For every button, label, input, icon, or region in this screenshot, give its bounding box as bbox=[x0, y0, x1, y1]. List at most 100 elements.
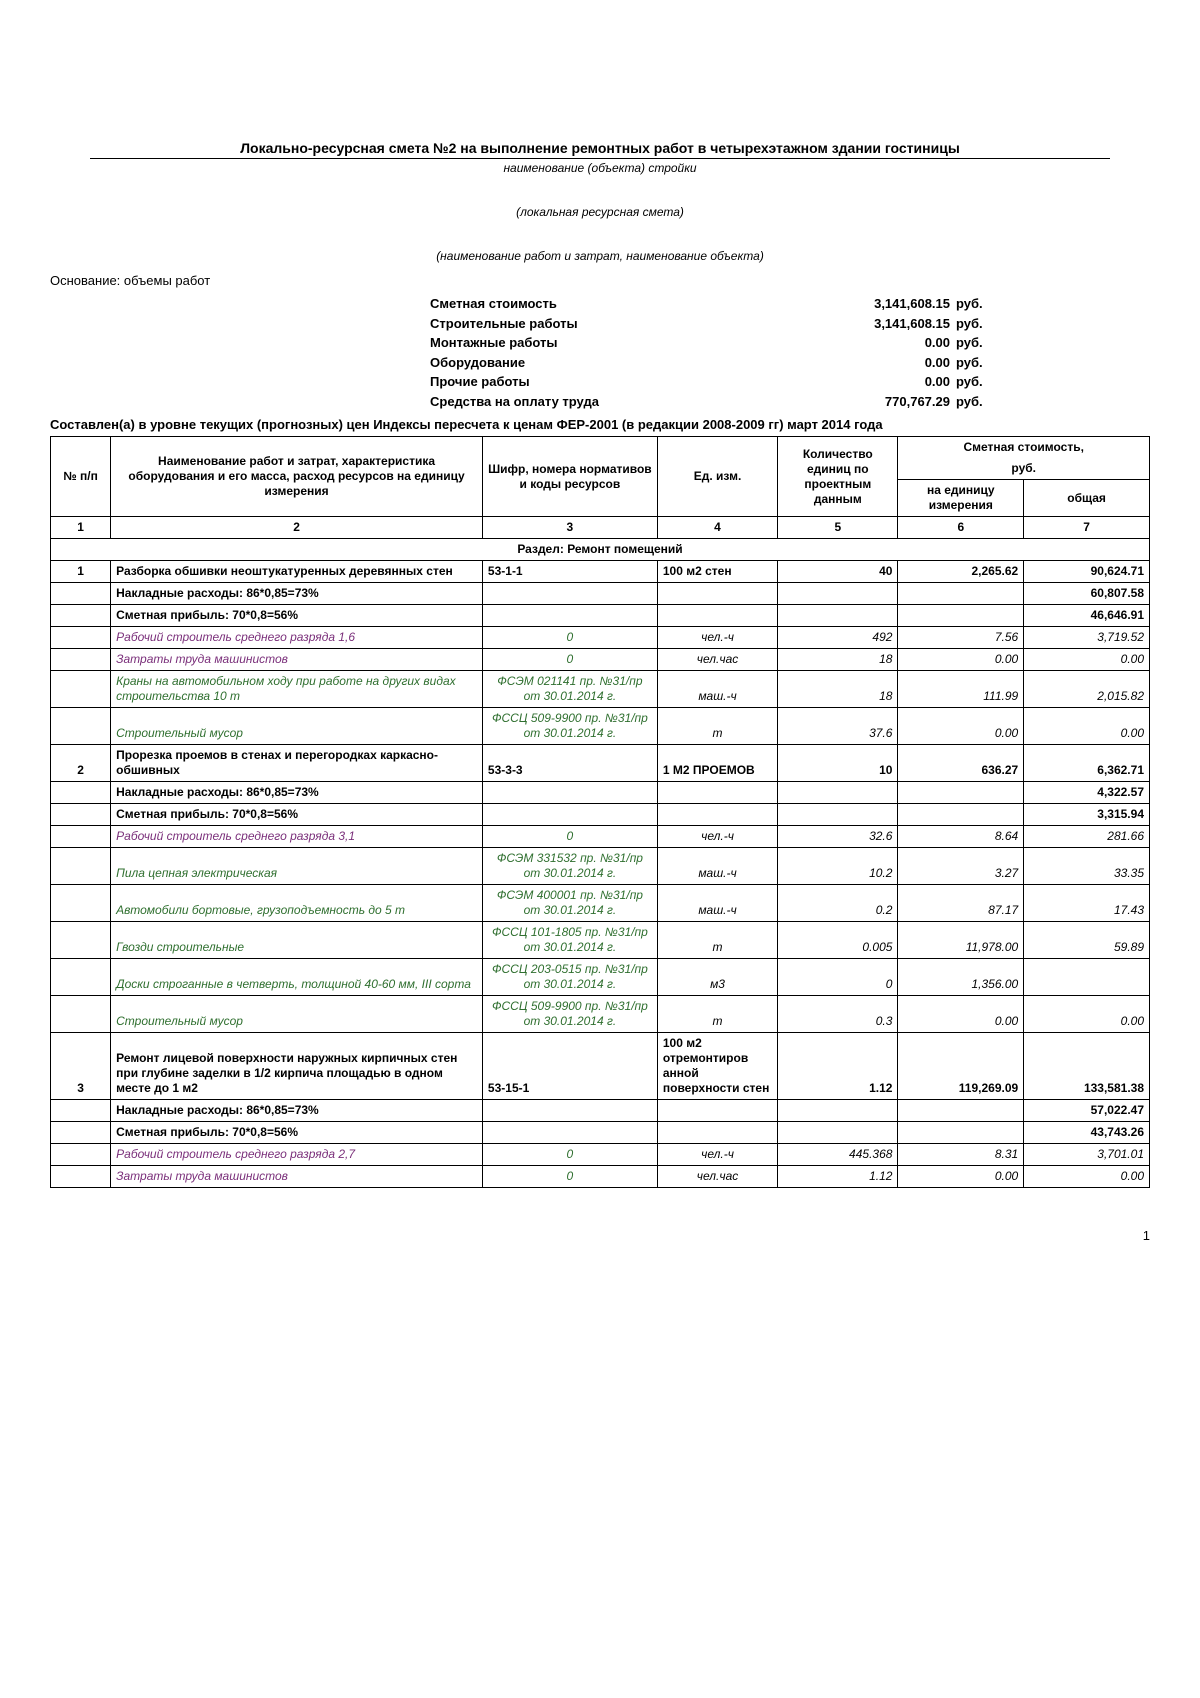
resource-row: Строительный мусорФССЦ 509-9900 пр. №31/… bbox=[51, 996, 1150, 1033]
work-row: 1Разборка обшивки неоштукатуренных дерев… bbox=[51, 561, 1150, 583]
cell-name: Сметная прибыль: 70*0,8=56% bbox=[111, 605, 483, 627]
cell-code: ФССЦ 509-9900 пр. №31/пр от 30.01.2014 г… bbox=[482, 708, 657, 745]
th-code: Шифр, номера нормативов и коды ресурсов bbox=[482, 437, 657, 517]
cell-name: Сметная прибыль: 70*0,8=56% bbox=[111, 1122, 483, 1144]
cell-empty bbox=[898, 1122, 1024, 1144]
cell-total: 0.00 bbox=[1024, 1166, 1150, 1188]
cell-empty bbox=[778, 583, 898, 605]
resource-row: Краны на автомобильном ходу при работе н… bbox=[51, 671, 1150, 708]
page-number: 1 bbox=[50, 1228, 1150, 1243]
cell-price: 119,269.09 bbox=[898, 1033, 1024, 1100]
cell-unit: 1 М2 ПРОЕМОВ bbox=[657, 745, 777, 782]
cell-empty bbox=[657, 605, 777, 627]
cell-qty: 1.12 bbox=[778, 1166, 898, 1188]
cell-price: 111.99 bbox=[898, 671, 1024, 708]
subtitle-object: наименование (объекта) стройки bbox=[50, 161, 1150, 175]
cell-price: 0.00 bbox=[898, 996, 1024, 1033]
summary-value: 3,141,608.15 bbox=[690, 294, 950, 314]
cell-name: Ремонт лицевой поверхности наружных кирп… bbox=[111, 1033, 483, 1100]
cell-name: Накладные расходы: 86*0,85=73% bbox=[111, 782, 483, 804]
cell-qty: 40 bbox=[778, 561, 898, 583]
summary-value: 3,141,608.15 bbox=[690, 314, 950, 334]
colnum-5: 5 bbox=[778, 517, 898, 539]
cell-empty bbox=[778, 1122, 898, 1144]
cell-name: Затраты труда машинистов bbox=[111, 1166, 483, 1188]
cell-empty bbox=[898, 782, 1024, 804]
subtitle-local: (локальная ресурсная смета) bbox=[50, 205, 1150, 219]
basis-label: Основание: объемы работ bbox=[50, 273, 1150, 288]
cell-empty bbox=[898, 583, 1024, 605]
cell-name: Затраты труда машинистов bbox=[111, 649, 483, 671]
summary-label: Прочие работы bbox=[430, 372, 690, 392]
cell-num: 1 bbox=[51, 561, 111, 583]
summary-unit: руб. bbox=[950, 372, 1000, 392]
cell-name: Накладные расходы: 86*0,85=73% bbox=[111, 1100, 483, 1122]
summary-row: Сметная стоимость3,141,608.15руб. bbox=[430, 294, 1150, 314]
cell-price: 3.27 bbox=[898, 848, 1024, 885]
colnum-6: 6 bbox=[898, 517, 1024, 539]
cell-total: 43,743.26 bbox=[1024, 1122, 1150, 1144]
colnum-2: 2 bbox=[111, 517, 483, 539]
th-name: Наименование работ и затрат, характерист… bbox=[111, 437, 483, 517]
cell-empty bbox=[898, 605, 1024, 627]
subtitle-works: (наименование работ и затрат, наименован… bbox=[50, 249, 1150, 263]
cell-code: 53-3-3 bbox=[482, 745, 657, 782]
cell-total: 4,322.57 bbox=[1024, 782, 1150, 804]
cell-total bbox=[1024, 959, 1150, 996]
cell-price: 7.56 bbox=[898, 627, 1024, 649]
cell-empty bbox=[51, 583, 111, 605]
cell-name: Пила цепная электрическая bbox=[111, 848, 483, 885]
cell-name: Рабочий строитель среднего разряда 1,6 bbox=[111, 627, 483, 649]
cell-total: 46,646.91 bbox=[1024, 605, 1150, 627]
cell-empty bbox=[898, 1100, 1024, 1122]
summary-value: 0.00 bbox=[690, 372, 950, 392]
cell-unit: чел.-ч bbox=[657, 627, 777, 649]
cell-name: Рабочий строитель среднего разряда 3,1 bbox=[111, 826, 483, 848]
cell-code: 0 bbox=[482, 649, 657, 671]
cell-total: 17.43 bbox=[1024, 885, 1150, 922]
cell-empty bbox=[51, 826, 111, 848]
cell-qty: 0.3 bbox=[778, 996, 898, 1033]
summary-row: Оборудование0.00руб. bbox=[430, 353, 1150, 373]
colnum-7: 7 bbox=[1024, 517, 1150, 539]
summary-unit: руб. bbox=[950, 353, 1000, 373]
work-row: 2Прорезка проемов в стенах и перегородка… bbox=[51, 745, 1150, 782]
cell-total: 57,022.47 bbox=[1024, 1100, 1150, 1122]
cell-empty bbox=[778, 605, 898, 627]
cell-total: 281.66 bbox=[1024, 826, 1150, 848]
cell-total: 59.89 bbox=[1024, 922, 1150, 959]
cell-unit: 100 м2 стен bbox=[657, 561, 777, 583]
cell-total: 3,701.01 bbox=[1024, 1144, 1150, 1166]
th-price: на единицу измерения bbox=[898, 480, 1024, 517]
cell-code: ФСЭМ 331532 пр. №31/пр от 30.01.2014 г. bbox=[482, 848, 657, 885]
cell-code: 0 bbox=[482, 1166, 657, 1188]
summary-label: Монтажные работы bbox=[430, 333, 690, 353]
cell-total: 3,719.52 bbox=[1024, 627, 1150, 649]
cell-empty bbox=[51, 885, 111, 922]
cell-code: 0 bbox=[482, 1144, 657, 1166]
cell-unit: маш.-ч bbox=[657, 848, 777, 885]
cell-unit: 100 м2 отремонтиров анной поверхности ст… bbox=[657, 1033, 777, 1100]
cell-total: 133,581.38 bbox=[1024, 1033, 1150, 1100]
summary-value: 0.00 bbox=[690, 353, 950, 373]
cell-empty bbox=[482, 583, 657, 605]
cell-qty: 0 bbox=[778, 959, 898, 996]
cell-unit: чел.-ч bbox=[657, 1144, 777, 1166]
cell-unit: маш.-ч bbox=[657, 885, 777, 922]
cell-qty: 445.368 bbox=[778, 1144, 898, 1166]
cell-qty: 18 bbox=[778, 649, 898, 671]
cell-price: 0.00 bbox=[898, 1166, 1024, 1188]
cell-empty bbox=[778, 1100, 898, 1122]
profit-row: Сметная прибыль: 70*0,8=56% 3,315.94 bbox=[51, 804, 1150, 826]
cell-empty bbox=[51, 996, 111, 1033]
cell-total: 3,315.94 bbox=[1024, 804, 1150, 826]
cell-name: Прорезка проемов в стенах и перегородках… bbox=[111, 745, 483, 782]
cell-price: 0.00 bbox=[898, 649, 1024, 671]
cell-name: Сметная прибыль: 70*0,8=56% bbox=[111, 804, 483, 826]
cell-code: ФСЭМ 400001 пр. №31/пр от 30.01.2014 г. bbox=[482, 885, 657, 922]
cell-empty bbox=[51, 605, 111, 627]
resource-row: Доски строганные в четверть, толщиной 40… bbox=[51, 959, 1150, 996]
cell-code: 53-15-1 bbox=[482, 1033, 657, 1100]
cell-empty bbox=[51, 922, 111, 959]
cell-qty: 0.2 bbox=[778, 885, 898, 922]
